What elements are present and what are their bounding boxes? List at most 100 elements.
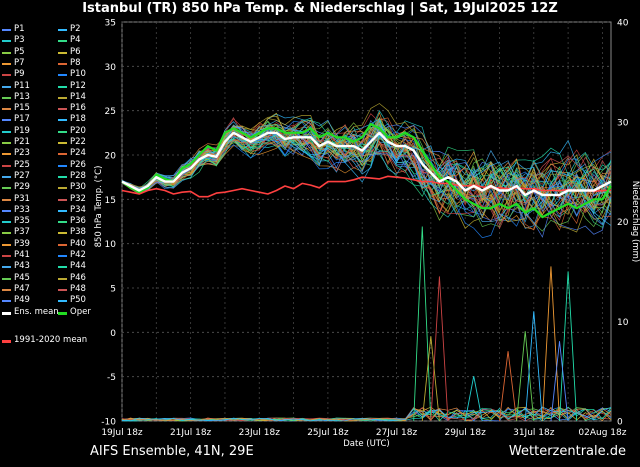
- legend-swatch: [58, 74, 67, 77]
- legend-swatch: [2, 255, 11, 257]
- legend-swatch: [58, 300, 67, 303]
- legend-label: P34: [70, 204, 86, 215]
- legend-swatch: [2, 198, 11, 201]
- legend-swatch: [58, 266, 67, 269]
- precip-spike: [499, 351, 518, 422]
- plot-area: [121, 21, 612, 422]
- legend-swatch: [2, 243, 11, 246]
- legend-label: P31: [14, 193, 30, 204]
- precip-spike: [524, 311, 543, 422]
- legend-swatch: [2, 175, 11, 178]
- legend-label: P48: [70, 283, 86, 294]
- y2-tick-label: 20: [617, 218, 629, 228]
- legend-label: P13: [14, 91, 30, 102]
- legend-label: P25: [14, 159, 30, 170]
- legend-swatch: [2, 85, 11, 88]
- x-tick-label: 31Jul 18z: [513, 428, 555, 438]
- y2-axis-label: Niederschlag (mm): [630, 181, 640, 262]
- legend-swatch: [58, 175, 67, 178]
- legend-swatch: [58, 288, 67, 291]
- x-tick-label: 21Jul 18z: [170, 428, 212, 438]
- legend-label: P33: [14, 204, 30, 215]
- y-tick-label: 10: [105, 240, 117, 250]
- legend-label: P50: [70, 295, 86, 306]
- legend-label: P35: [14, 216, 30, 227]
- y-tick-label: 25: [105, 107, 116, 117]
- legend-swatch: [2, 130, 11, 133]
- legend-label: P29: [14, 182, 30, 193]
- legend-label: P37: [14, 227, 30, 238]
- legend-label: 1991-2020 mean: [14, 334, 88, 345]
- legend-label: P43: [14, 261, 30, 272]
- legend-swatch: [2, 40, 11, 43]
- legend-label: P8: [70, 57, 81, 68]
- legend-swatch: [58, 198, 67, 201]
- member-line: [121, 123, 612, 218]
- legend-label: P6: [70, 46, 81, 57]
- legend-label: P45: [14, 272, 30, 283]
- legend-label: P40: [70, 238, 86, 249]
- legend-label: P11: [14, 80, 30, 91]
- legend-swatch: [2, 142, 11, 144]
- legend-swatch: [2, 232, 11, 235]
- legend-swatch: [2, 277, 11, 280]
- member-line: [121, 127, 612, 195]
- legend-label: P49: [14, 295, 30, 306]
- y-tick-label: 5: [110, 285, 116, 295]
- oper-line: [121, 122, 612, 219]
- legend-swatch: [58, 119, 67, 122]
- legend-label: P7: [14, 57, 25, 68]
- y-tick-label: 0: [110, 329, 116, 339]
- legend-label: P15: [14, 103, 30, 114]
- legend-swatch: [58, 311, 67, 315]
- legend-label: Ens. mean: [14, 306, 59, 317]
- legend-swatch: [2, 74, 11, 77]
- x-tick-label: 19Jul 18z: [101, 428, 143, 438]
- y2-tick-label: 30: [617, 118, 629, 128]
- legend-label: P36: [70, 216, 86, 227]
- y-tick-label: -5: [107, 373, 116, 383]
- precip-spike: [413, 226, 432, 422]
- legend-label: P14: [70, 91, 86, 102]
- legend-swatch: [58, 221, 67, 224]
- x-tick-label: 29Jul 18z: [444, 428, 486, 438]
- precip-spike: [464, 376, 483, 422]
- legend-swatch: [58, 108, 67, 111]
- legend-swatch: [2, 119, 11, 122]
- legend-swatch: [2, 153, 11, 156]
- legend-label: P5: [14, 46, 25, 57]
- member-line: [121, 121, 612, 197]
- legend-label: P27: [14, 170, 30, 181]
- x-tick-label: 27Jul 18z: [376, 428, 418, 438]
- precip-spike: [421, 336, 440, 422]
- y-tick-label: 30: [105, 63, 117, 73]
- legend-swatch: [58, 232, 67, 235]
- legend-label: P30: [70, 182, 86, 193]
- legend-swatch: [58, 277, 67, 280]
- legend-label: P19: [14, 125, 30, 136]
- legend-swatch: [58, 255, 67, 257]
- legend-label: P44: [70, 261, 86, 272]
- ens-mean-line: [121, 131, 612, 197]
- legend-label: P46: [70, 272, 86, 283]
- legend-label: P2: [70, 24, 81, 34]
- legend-swatch: [58, 187, 67, 190]
- legend-swatch: [2, 221, 11, 224]
- precip-line: [121, 406, 612, 422]
- member-line: [121, 124, 612, 226]
- legend-swatch: [2, 288, 11, 291]
- member-line: [121, 118, 612, 214]
- legend-swatch: [58, 85, 67, 88]
- y-tick-label: 15: [105, 196, 116, 206]
- legend-label: P28: [70, 170, 86, 181]
- legend-label: P20: [70, 125, 86, 136]
- legend-label: P39: [14, 238, 30, 249]
- y2-tick-label: 10: [617, 318, 629, 328]
- legend-label: P26: [70, 159, 86, 170]
- model-label: AIFS Ensemble, 41N, 29E: [90, 444, 254, 459]
- legend-swatch: [2, 266, 11, 269]
- x-tick-label: 25Jul 18z: [307, 428, 349, 438]
- legend-swatch: [2, 96, 11, 99]
- legend-label: P47: [14, 283, 30, 294]
- legend-swatch: [2, 300, 11, 303]
